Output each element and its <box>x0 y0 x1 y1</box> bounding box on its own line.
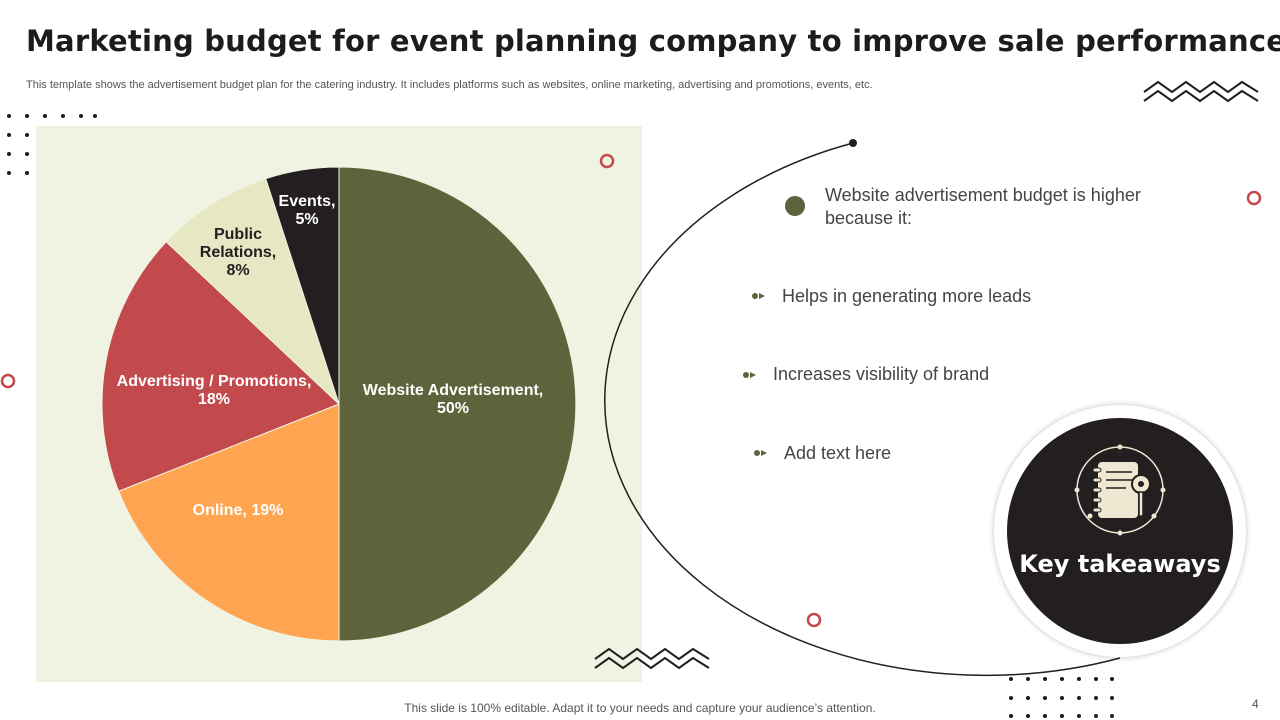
pie-slice-advertising-promotions <box>101 241 340 492</box>
pie-slice-online <box>117 403 340 642</box>
arrow-bullet-icon <box>752 293 765 299</box>
pie-slice-website-advertisement <box>338 166 577 642</box>
slide-subtitle: This template shows the advertisement bu… <box>26 79 873 91</box>
pie-slice-label: Public Relations, 8% <box>200 226 276 279</box>
arc-end-dot <box>849 139 857 147</box>
key-takeaways-label: Key takeaways <box>1019 550 1221 578</box>
footer-note: This slide is 100% editable. Adapt it to… <box>404 701 876 715</box>
pie-chart-panel: Website Advertisement, 50% Online, 19% Adve… <box>36 126 642 682</box>
takeaway-point: Helps in generating more leads <box>782 286 1032 306</box>
page-number: 4 <box>1252 697 1259 711</box>
arrow-bullet-icon <box>754 450 767 456</box>
notebook-key-icon <box>1074 444 1166 536</box>
ring-decoration <box>1246 190 1262 206</box>
ring-decoration <box>806 612 822 628</box>
pie-slice-label: Advertising / Promotions, 18% <box>117 373 312 408</box>
pie-slice-label: Online, 19% <box>193 502 284 519</box>
pie-slice-public-relations <box>165 177 340 405</box>
zigzag-decoration <box>1143 80 1259 103</box>
takeaway-point: Add text here <box>784 443 892 463</box>
pie-chart: Website Advertisement, 50% Online, 19% Adve… <box>101 166 577 642</box>
pie-slice-label: Website Advertisement, 50% <box>363 382 544 417</box>
arrow-bullet-icon <box>743 372 756 378</box>
pie-slice-label: Events, 5% <box>279 193 336 228</box>
takeaway-point: Increases visibility of brand <box>773 364 990 384</box>
ring-decoration <box>0 373 16 389</box>
heading-bullet-icon <box>785 196 805 216</box>
pie-slice-events <box>265 166 340 405</box>
slide-title: Marketing budget for event planning comp… <box>26 24 1280 58</box>
takeaway-heading: Website advertisement budget is higher b… <box>825 185 1141 228</box>
